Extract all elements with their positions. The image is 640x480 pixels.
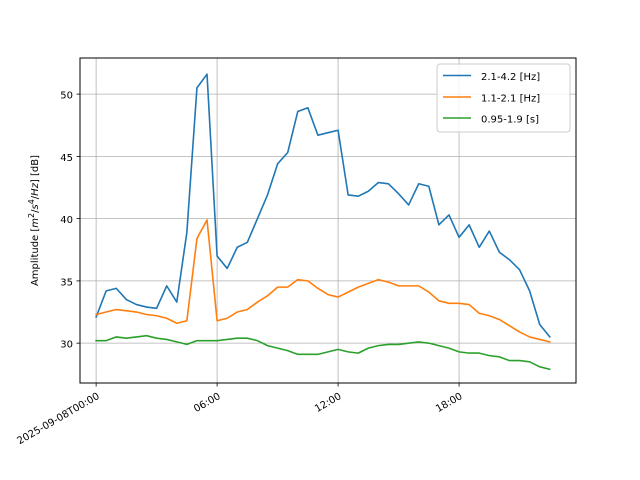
y-axis-label: Amplitude [m2/s4/Hz] [dB] xyxy=(27,155,42,286)
x-tick-label: 18:00 xyxy=(434,391,464,415)
series-line-1 xyxy=(95,219,551,343)
x-tick-label: 2025-09-08T00:00 xyxy=(16,391,102,447)
plot-area-frame xyxy=(79,57,577,384)
series-line-0 xyxy=(95,73,551,339)
series-line-2 xyxy=(95,334,551,371)
legend-label-2: 0.95-1.9 [s] xyxy=(481,115,539,126)
legend-label-0: 2.1-4.2 [Hz] xyxy=(481,72,540,83)
y-axis: 30 35 40 45 50 xyxy=(60,91,80,351)
legend-box xyxy=(436,63,571,133)
y-tick-label: 30 xyxy=(60,340,73,351)
y-tick-label: 45 xyxy=(60,153,73,164)
x-tick-label: 12:00 xyxy=(313,391,343,415)
series-lines xyxy=(95,73,551,371)
y-tick-label: 50 xyxy=(60,91,73,102)
x-tick-label: 06:00 xyxy=(192,391,222,415)
y-tick-label: 35 xyxy=(60,277,73,288)
legend-label-1: 1.1-2.1 [Hz] xyxy=(481,94,540,105)
x-axis: 2025-09-08T00:00 06:00 12:00 18:00 xyxy=(16,383,465,447)
y-tick-label: 40 xyxy=(60,215,73,226)
legend: 2.1-4.2 [Hz] 1.1-2.1 [Hz] 0.95-1.9 [s] xyxy=(436,63,571,133)
